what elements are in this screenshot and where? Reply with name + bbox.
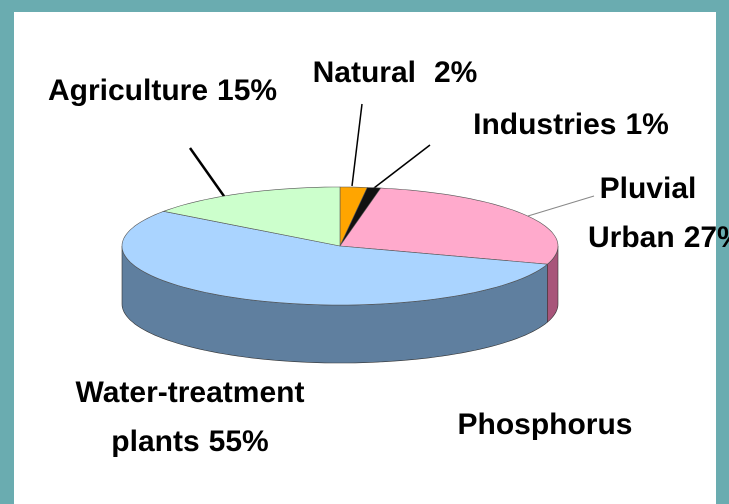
pie [121,186,559,364]
slice-label: Industries 1% [446,100,696,149]
category-label: Agriculture [48,74,209,107]
leader-line [351,103,363,187]
category-label: Water-treatment plants [75,376,305,458]
chart-title: Phosphorus [457,408,633,441]
category-label: Industries [473,108,617,141]
value-label: 15% [217,74,278,107]
category-label: Natural [312,56,416,89]
leader-line [373,144,431,189]
slice-label: Agriculture 15% [48,66,277,115]
pie-slice [162,186,341,247]
pie-slice [121,210,549,306]
slice-label: Natural 2% [280,48,510,97]
category-label: Pluvial Urban [588,172,697,254]
value-label: 27% [683,221,729,254]
pie-slice [339,187,559,265]
value-label: 1% [625,108,669,141]
leader-line [527,195,595,217]
value-label: 2% [434,56,478,89]
value-label: 55% [208,425,269,458]
slice-label: Water-treatment plants 55% [40,368,340,466]
